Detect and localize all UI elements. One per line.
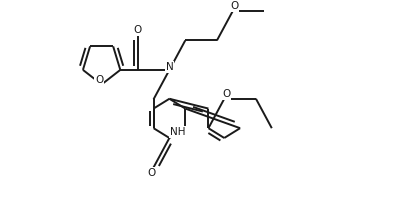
Text: N: N — [166, 62, 173, 72]
Text: O: O — [95, 75, 104, 85]
Text: O: O — [134, 25, 142, 35]
Text: NH: NH — [170, 127, 185, 137]
Text: O: O — [222, 89, 230, 99]
Text: O: O — [147, 168, 155, 178]
Text: O: O — [230, 1, 239, 11]
